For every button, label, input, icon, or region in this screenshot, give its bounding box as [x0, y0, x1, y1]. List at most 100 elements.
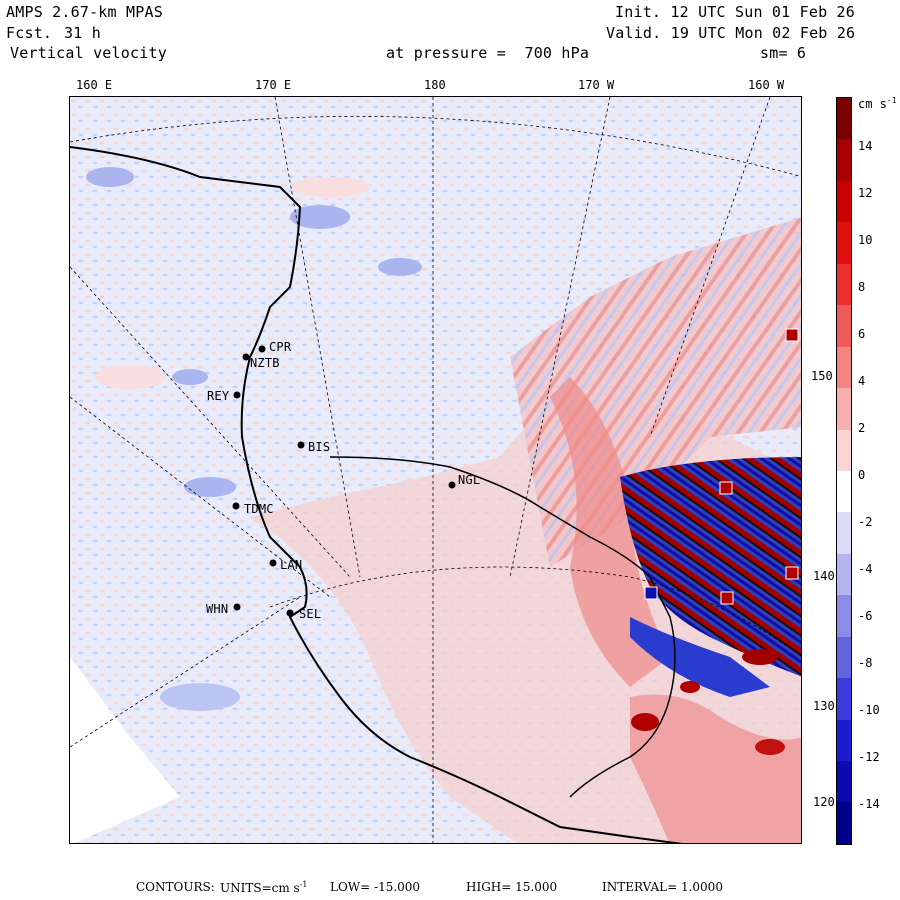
footer-contours: CONTOURS: [136, 880, 215, 894]
updraft-cell [755, 739, 785, 755]
downdraft-patch [86, 167, 134, 187]
colorbar-swatch [837, 263, 851, 306]
colorbar-tick-label: -8 [858, 656, 873, 670]
updraft-cell [742, 649, 778, 665]
station-label-lan: LAN [280, 558, 303, 572]
off-domain-area [70, 657, 180, 843]
updraft-cell [680, 681, 700, 693]
colorbar-tick-label: 4 [858, 374, 866, 388]
storm-cluster [620, 457, 801, 677]
lon-label-170e: 170 E [255, 78, 292, 92]
colorbar-swatch [837, 470, 851, 513]
colorbar-swatch [837, 429, 851, 471]
colorbar-swatch [837, 388, 851, 430]
colorbar [836, 97, 852, 845]
colorbar-swatch [837, 678, 851, 720]
stations [232, 345, 456, 617]
colorbar-tick-label: 10 [858, 233, 873, 247]
pressure-level: at pressure = 700 hPa [386, 44, 590, 62]
colorbar-tick-label: -4 [858, 562, 873, 576]
colorbar-swatch [837, 761, 851, 803]
valid-time: Valid. 19 UTC Mon 02 Feb 26 [606, 24, 856, 42]
station-dot-lan [269, 559, 277, 567]
parallel-1 [70, 115, 801, 177]
updraft-cell [631, 713, 659, 731]
colorbar-unit: cm s-1 [858, 96, 897, 111]
lon-label-180: 180 [424, 78, 446, 92]
station-dot-tdmc [232, 502, 240, 510]
colorbar-tick-label: 0 [858, 468, 866, 482]
updraft-patch [95, 365, 165, 389]
station-dot-ngl [448, 481, 456, 489]
footer-low: LOW= -15.000 [330, 880, 421, 894]
meridian-140e [70, 596, 301, 748]
strong-updraft-band [550, 377, 670, 687]
smoothing: sm= 6 [760, 44, 807, 62]
station-label-ngl: NGL [458, 473, 481, 487]
colorbar-swatch [837, 222, 851, 264]
station-label-rey: REY [207, 389, 230, 403]
lon-label-160w: 160 W [748, 78, 785, 92]
ice-shelf-edge [329, 456, 676, 798]
station-label-whn: WHN [206, 602, 229, 616]
colorbar-swatch [837, 553, 851, 596]
colorbar-swatch [837, 636, 851, 679]
coastline [70, 146, 683, 843]
station-label-tdmc: TDMC [244, 502, 274, 516]
map-panel: CPR NZTB REY BIS NGL TDMC LAN WHN SEL [69, 96, 802, 844]
station-dot-rey [233, 391, 241, 399]
lon-label-170w: 170 W [578, 78, 615, 92]
colorbar-swatch [837, 139, 851, 181]
downdraft-patch [184, 477, 236, 497]
field-name: Vertical velocity [10, 44, 167, 62]
station-dot-bis [297, 441, 305, 449]
footer-units: UNITS=cm s-1 [220, 880, 308, 895]
meridian-150e [70, 396, 331, 598]
model-title: AMPS 2.67-km MPAS [6, 3, 163, 21]
init-time: Init. 12 UTC Sun 01 Feb 26 [615, 3, 855, 21]
colorbar-tick-label: -2 [858, 515, 873, 529]
colorbar-swatch [837, 98, 851, 140]
forecast-hour: 31 h [64, 24, 101, 42]
colorbar-swatch [837, 719, 851, 761]
colorbar-tick-label: -10 [858, 703, 880, 717]
footer-interval: INTERVAL= 1.0000 [602, 880, 723, 894]
colorbar-tick-label: -14 [858, 797, 880, 811]
colorbar-tick-label: 14 [858, 139, 873, 153]
footer-high: HIGH= 15.000 [466, 880, 558, 894]
colorbar-tick-label: 8 [858, 280, 866, 294]
station-label-bis: BIS [308, 440, 331, 454]
station-dot-nztb [242, 353, 250, 361]
colorbar-tick-label: 6 [858, 327, 866, 341]
colorbar-swatch [837, 595, 851, 637]
meridian-160w [649, 97, 771, 438]
forecast-label: Fcst. [6, 24, 53, 42]
vertical-velocity-map [70, 97, 801, 843]
station-label-nztb: NZTB [250, 356, 280, 370]
colorbar-swatch [837, 305, 851, 347]
downdraft-patch [172, 369, 208, 385]
colorbar-swatch [837, 180, 851, 223]
lon-label-160e: 160 E [76, 78, 113, 92]
downdraft-patch [160, 683, 240, 711]
colorbar-tick-label: -6 [858, 609, 873, 623]
colorbar-tick-label: 12 [858, 186, 873, 200]
station-label-sel: SEL [299, 607, 322, 621]
meridian-170w [509, 97, 611, 578]
updraft-patch [290, 177, 370, 197]
station-dot-whn [233, 603, 241, 611]
colorbar-tick-label: -12 [858, 750, 880, 764]
colorbar-swatch [837, 512, 851, 554]
parallel-2 [269, 566, 801, 657]
station-dot-cpr [258, 345, 266, 353]
extreme-markers [644, 328, 799, 605]
colorbar-swatch [837, 346, 851, 389]
downdraft-band [630, 617, 770, 697]
downdraft-patch [378, 258, 422, 276]
lower-positive-region [630, 694, 801, 843]
station-label-cpr: CPR [269, 340, 292, 354]
downdraft-patch [290, 205, 350, 229]
station-dot-sel [286, 609, 294, 617]
meridian-160e [70, 266, 351, 578]
colorbar-tick-label: 2 [858, 421, 866, 435]
